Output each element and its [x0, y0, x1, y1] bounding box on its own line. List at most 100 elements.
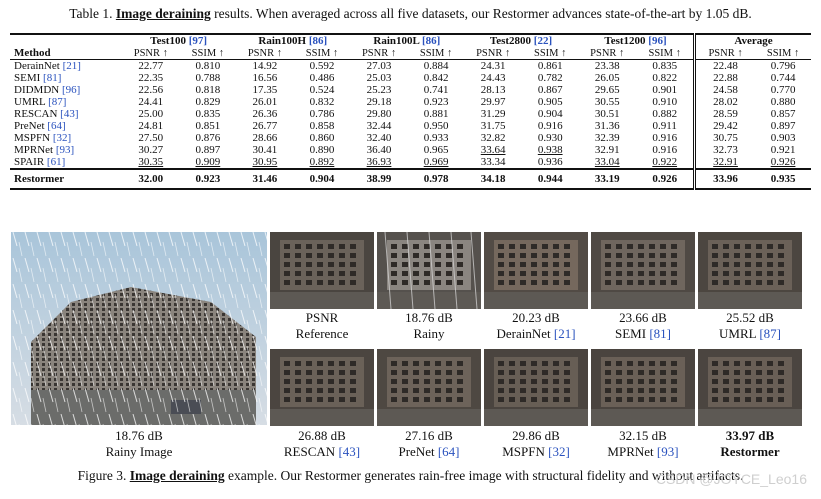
psnr-header: PSNR ↑ — [361, 47, 397, 59]
table-cell: 0.923 — [423, 96, 449, 108]
table-cell: 0.936 — [537, 156, 563, 168]
table-cell: 30.95 — [252, 156, 278, 168]
table-cell: 0.741 — [423, 84, 449, 96]
table-cell: 24.43 — [480, 72, 506, 84]
result-patch — [591, 349, 695, 426]
table-cell: 32.44 — [366, 120, 392, 132]
table-row: SEMI [81] 22.35 0.788 16.56 0.486 25.03 0.842 2… — [10, 72, 811, 84]
table-cell: 25.03 — [366, 72, 392, 84]
table-cell: 22.48 — [692, 59, 756, 72]
table-cell: 29.18 — [366, 96, 392, 108]
table-cell: 32.39 — [594, 132, 620, 144]
table-cell: 31.75 — [480, 120, 506, 132]
table-cell: 0.861 — [537, 60, 563, 72]
result-patch — [591, 232, 695, 309]
method-name: MPRNet [93] — [14, 144, 75, 156]
result-patch — [484, 232, 588, 309]
table-cell: 0.857 — [770, 108, 796, 120]
table-cell: 0.944 — [537, 173, 563, 185]
table-cell: 0.744 — [770, 72, 796, 84]
table-cell: 0.884 — [423, 60, 449, 72]
table-cell: 0.770 — [770, 84, 796, 96]
table-cell: 0.592 — [309, 60, 335, 72]
table-cell: 24.41 — [138, 96, 164, 108]
figure-caption: Figure 3. Image deraining example. Our R… — [77, 468, 744, 483]
patch-label: 23.66 dB SEMI [81] — [615, 310, 671, 341]
table-cell: 33.96 — [692, 169, 756, 189]
table-cell: 32.73 — [692, 144, 756, 156]
table-cell: 33.19 — [594, 173, 620, 185]
table-cell: 30.27 — [138, 144, 164, 156]
ssim-header: SSIM ↑ — [191, 47, 225, 59]
table-cell: 32.91 — [692, 156, 756, 169]
patch-label: 25.52 dB UMRL [87] — [719, 310, 781, 341]
method-header: Method — [10, 34, 122, 60]
table-cell: 0.926 — [652, 173, 678, 185]
group-header: Test2800 [22] — [489, 35, 553, 47]
patch-label: 27.16 dB PreNet [64] — [398, 428, 460, 459]
psnr-header: PSNR ↑ — [476, 47, 511, 59]
patch-label: 29.86 dB MSPFN [32] — [502, 428, 570, 459]
table-cell: 0.486 — [309, 72, 335, 84]
table-cell: 26.05 — [594, 72, 620, 84]
table-row: DIDMDN [96] 22.56 0.818 17.35 0.524 25.23 0.74… — [10, 84, 811, 96]
table-cell: 26.36 — [252, 108, 278, 120]
table-cell: 0.903 — [770, 132, 796, 144]
rainy-image — [11, 232, 267, 425]
patch-label: 33.97 dB Restormer — [720, 428, 780, 459]
table-cell: 24.81 — [138, 120, 164, 132]
rainy-image-label: 18.76 dB Rainy Image — [105, 428, 173, 459]
table-cell: 28.59 — [692, 108, 756, 120]
table-cell: 0.911 — [652, 120, 677, 132]
table-caption: Table 1. Image deraining results. When a… — [69, 6, 752, 21]
table-cell: 0.897 — [770, 120, 796, 132]
table-cell: 0.835 — [652, 60, 678, 72]
table-cell: 22.88 — [692, 72, 756, 84]
table-cell: 0.892 — [309, 156, 335, 168]
patch-label: 20.23 dB DerainNet [21] — [496, 310, 576, 341]
table-cell: 0.782 — [537, 72, 563, 84]
patch-label: PSNR Reference — [295, 310, 349, 341]
table-cell: 0.876 — [195, 132, 221, 144]
table-cell: 0.788 — [195, 72, 221, 84]
table-cell: 26.77 — [252, 120, 278, 132]
table-cell: 0.922 — [652, 156, 678, 168]
table-cell: 0.881 — [423, 108, 449, 120]
table-cell: 0.935 — [770, 173, 796, 185]
table-cell: 0.910 — [652, 96, 678, 108]
table-cell: 29.97 — [480, 96, 506, 108]
table-cell: 34.18 — [480, 173, 506, 185]
method-name: DerainNet [21] — [14, 60, 81, 72]
psnr-header: PSNR ↑ — [247, 47, 282, 59]
table-cell: 16.56 — [252, 72, 278, 84]
patch-label: 32.15 dB MPRNet [93] — [607, 428, 679, 459]
table-cell: 0.524 — [309, 84, 335, 96]
table-cell: 0.923 — [195, 173, 221, 185]
table-cell: 32.40 — [366, 132, 392, 144]
method-name: SEMI [81] — [14, 72, 62, 84]
table-cell: 32.00 — [138, 173, 164, 185]
table-cell: 28.02 — [692, 96, 756, 108]
table-row: MSPFN [32] 27.50 0.876 28.66 0.860 32.40 0.933… — [10, 132, 811, 144]
restormer-row: Restormer 32.00 0.923 31.46 0.904 38.99 0.978 3… — [10, 169, 811, 189]
method-name: MSPFN [32] — [14, 132, 72, 144]
table-cell: 0.858 — [309, 120, 335, 132]
table-cell: 24.31 — [480, 60, 506, 72]
table-cell: 0.916 — [652, 144, 678, 156]
table-row: DerainNet [21] 22.77 0.810 14.92 0.592 27.03 0… — [10, 59, 811, 72]
table-cell: 29.80 — [366, 108, 392, 120]
table-cell: 0.829 — [195, 96, 221, 108]
table-cell: 22.56 — [138, 84, 164, 96]
table-cell: 0.950 — [423, 120, 449, 132]
table-cell: 30.35 — [138, 156, 164, 168]
table-cell: 0.904 — [537, 108, 563, 120]
table-cell: 23.38 — [594, 60, 620, 72]
table-cell: 0.969 — [423, 156, 449, 168]
table-cell: 33.64 — [480, 144, 506, 156]
method-name: PreNet [64] — [14, 120, 66, 132]
watermark: CSDN @JOYCE_Leo16 — [655, 471, 807, 487]
table-row: PreNet [64] 24.81 0.851 26.77 0.858 32.44 0.95… — [10, 120, 811, 132]
table-cell: 27.50 — [138, 132, 164, 144]
table-cell: 0.978 — [423, 173, 449, 185]
ssim-header: SSIM ↑ — [305, 47, 339, 59]
